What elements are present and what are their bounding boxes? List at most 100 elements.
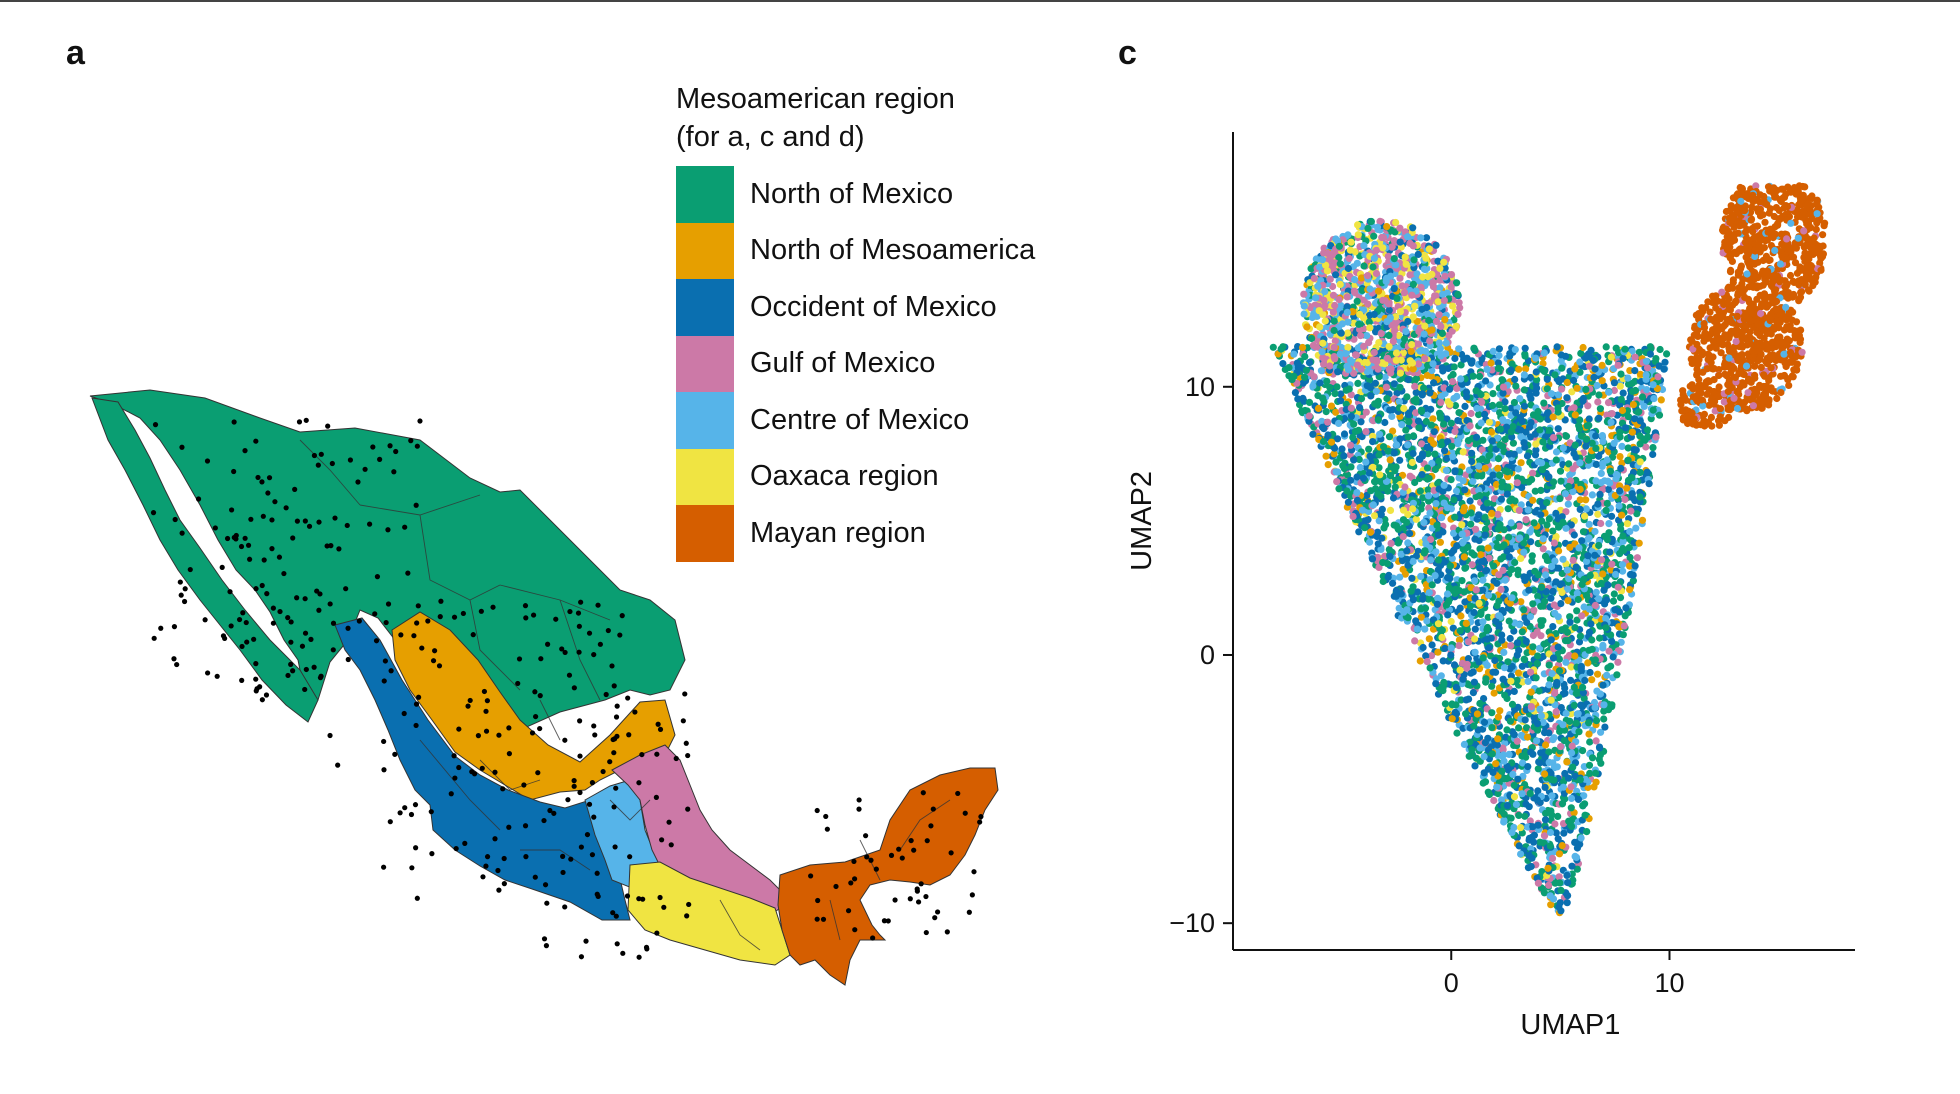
map-state-borders	[299, 439, 951, 951]
umap-point	[1461, 486, 1469, 494]
map-sample-point	[253, 661, 259, 667]
umap-point	[1507, 677, 1515, 685]
map-sample-point	[325, 423, 331, 429]
umap-point	[1410, 397, 1418, 405]
umap-point	[1447, 617, 1455, 626]
umap-point	[1468, 561, 1476, 569]
umap-point	[1504, 468, 1512, 476]
umap-point	[1479, 586, 1487, 594]
umap-point	[1471, 635, 1479, 643]
umap-point	[1427, 405, 1435, 413]
umap-point	[1392, 592, 1400, 600]
umap-point	[1531, 451, 1540, 459]
umap-point	[1488, 437, 1496, 445]
umap-point	[1525, 586, 1533, 594]
umap-point	[1480, 718, 1489, 726]
map-sample-point	[560, 869, 566, 876]
map-sample-point	[264, 591, 270, 597]
map-sample-point	[383, 619, 389, 626]
umap-point	[1528, 854, 1536, 862]
umap-point	[1506, 717, 1514, 725]
umap-point	[1549, 527, 1557, 535]
map-sample-point	[177, 579, 183, 585]
umap-point	[1537, 486, 1545, 494]
umap-point	[1552, 509, 1560, 517]
map-sample-point	[471, 771, 478, 777]
umap-point	[1526, 613, 1534, 621]
umap-point	[1635, 539, 1643, 547]
mexico-region-map	[89, 389, 999, 986]
umap-point	[1495, 401, 1503, 409]
umap-point	[1309, 430, 1317, 438]
umap-point	[1554, 643, 1562, 651]
umap-point	[1603, 536, 1612, 544]
umap-point	[1345, 385, 1353, 393]
map-sample-point	[591, 723, 597, 729]
umap-point	[1354, 379, 1362, 387]
umap-point	[1579, 343, 1587, 352]
umap-point	[1477, 608, 1485, 616]
map-sample-point	[414, 895, 420, 901]
region-legend: Mesoamerican region (for a, c and d) Nor…	[676, 80, 1035, 562]
umap-point	[1581, 354, 1590, 362]
umap-point	[1517, 731, 1525, 739]
umap-point	[1441, 700, 1449, 708]
map-sample-point	[373, 638, 380, 644]
umap-point	[1534, 879, 1542, 887]
map-sample-point	[255, 474, 261, 481]
map-sample-point	[362, 466, 368, 472]
umap-point	[1604, 399, 1613, 407]
umap-point	[1524, 506, 1532, 514]
map-sample-point	[409, 865, 415, 871]
umap-point	[1543, 375, 1551, 383]
legend-label: Occident of Mexico	[750, 290, 997, 323]
umap-point	[1386, 406, 1394, 414]
umap-point	[1449, 452, 1457, 461]
umap-point	[1558, 385, 1566, 393]
umap-point	[1496, 425, 1504, 433]
umap-point	[1551, 820, 1559, 828]
umap-point	[1581, 676, 1589, 685]
map-sample-point	[253, 438, 259, 444]
umap-point	[1548, 854, 1557, 863]
map-sample-point	[567, 608, 573, 615]
map-sample-point	[911, 847, 917, 853]
map-sample-point	[478, 608, 484, 614]
umap-point	[1369, 501, 1377, 509]
umap-point	[1396, 435, 1404, 443]
map-sample-point	[204, 458, 211, 464]
map-sample-point	[591, 814, 597, 820]
umap-point	[1391, 483, 1399, 491]
umap-point	[1385, 545, 1393, 554]
umap-point	[1475, 599, 1483, 608]
umap-point	[1469, 372, 1477, 380]
map-sample-point	[864, 854, 870, 860]
map-sample-point	[332, 515, 338, 521]
umap-point	[1536, 705, 1544, 713]
map-sample-point	[417, 418, 423, 424]
umap-point	[1614, 658, 1622, 666]
umap-point	[1473, 710, 1481, 718]
umap-point	[1620, 622, 1628, 630]
umap-point	[1568, 749, 1576, 757]
umap-point	[1500, 810, 1508, 818]
umap-point	[1592, 737, 1600, 745]
umap-point	[1508, 594, 1516, 602]
umap-point	[1513, 639, 1522, 647]
map-sample-point	[571, 685, 577, 691]
umap-point	[1317, 367, 1325, 375]
umap-point	[1549, 434, 1558, 442]
map-sample-point	[899, 855, 905, 861]
map-sample-point	[619, 613, 625, 619]
umap-point	[1503, 726, 1511, 734]
map-sample-point	[613, 785, 619, 791]
umap-point	[1489, 390, 1497, 398]
umap-point	[1541, 783, 1549, 792]
umap-point	[1554, 425, 1562, 433]
map-sample-point	[253, 676, 259, 682]
umap-point	[1618, 561, 1627, 569]
umap-point	[1583, 422, 1591, 430]
umap-point	[1409, 449, 1417, 458]
umap-point	[1588, 754, 1597, 762]
